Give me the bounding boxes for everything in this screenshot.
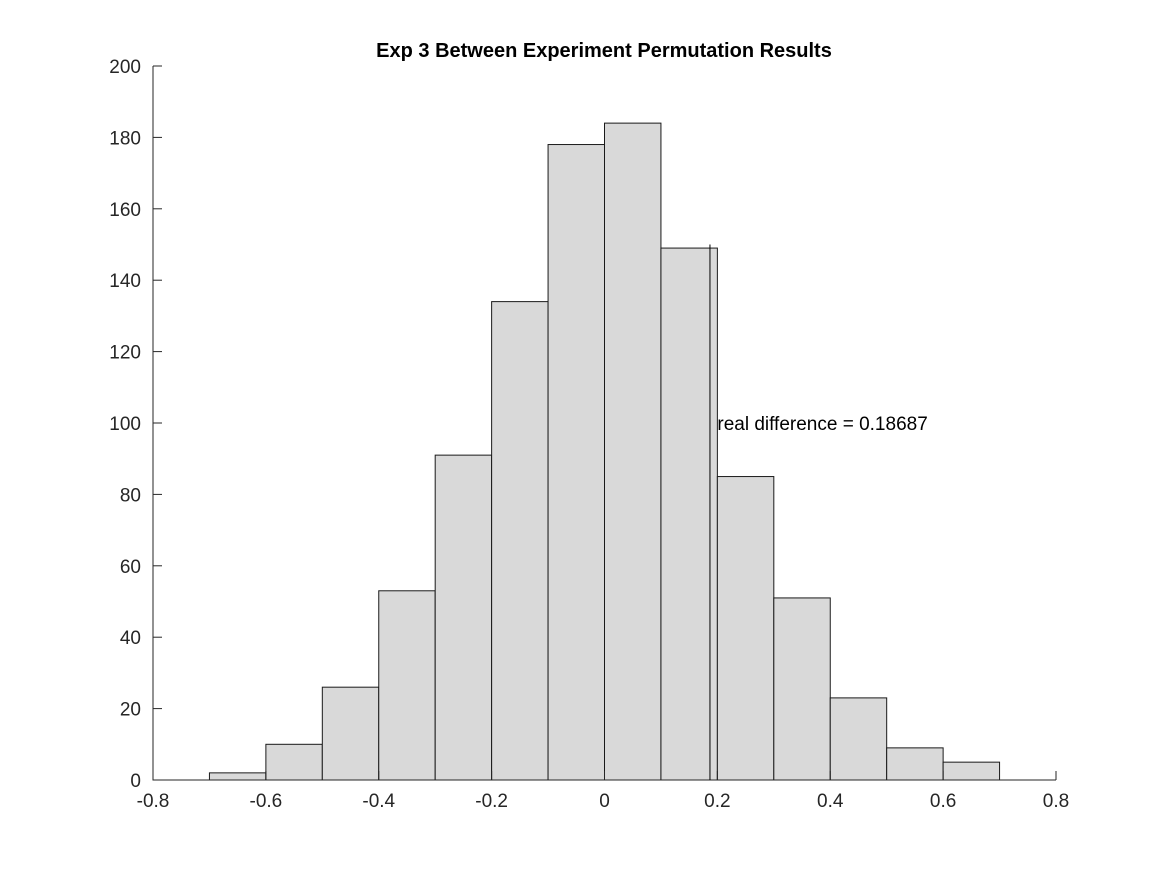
y-tick-label: 20 [120, 700, 141, 721]
chart-title: Exp 3 Between Experiment Permutation Res… [376, 40, 832, 62]
histogram-bar [434, 454, 493, 781]
histogram-bar [208, 772, 267, 781]
histogram-bar [773, 597, 831, 781]
histogram-bar [321, 686, 380, 781]
x-tick-label: -0.6 [250, 791, 283, 812]
histogram-bar [942, 761, 1001, 781]
y-tick-label: 140 [109, 271, 141, 292]
y-tick-label: 60 [120, 557, 141, 578]
histogram-bar [604, 122, 662, 781]
bars-layer [208, 122, 1001, 781]
histogram-bar [660, 247, 718, 781]
y-tick-label: 160 [109, 200, 141, 221]
x-tick-label: 0.8 [1043, 791, 1069, 812]
y-tick-label: 100 [109, 414, 141, 435]
y-tick-label: 40 [120, 628, 141, 649]
y-tick-label: 80 [120, 485, 141, 506]
histogram-bar [265, 743, 323, 781]
histogram-bar [491, 301, 549, 781]
histogram-bar [716, 476, 775, 781]
y-tick-label: 0 [130, 771, 141, 792]
histogram-bar [829, 697, 888, 781]
x-tick-label: 0.6 [930, 791, 956, 812]
x-tick-label: -0.4 [362, 791, 395, 812]
histogram-bar [547, 144, 605, 781]
histogram-bar [378, 590, 436, 781]
x-tick-label: 0.4 [817, 791, 844, 812]
reference-layer: real difference = 0.18687 [709, 244, 928, 780]
y-tick-label: 180 [109, 128, 141, 149]
x-tick-label: -0.2 [475, 791, 508, 812]
x-tick-label: 0 [599, 791, 610, 812]
histogram-bar [886, 747, 944, 781]
y-tick-label: 200 [109, 57, 141, 78]
axes-layer: -0.8 -0.6 -0.4 -0.2 0 0.2 0.4 0.6 0.8 0 20 40 60 80 10… [109, 57, 1069, 812]
y-tick-label: 120 [109, 343, 141, 364]
x-tick-label: -0.8 [137, 791, 170, 812]
x-tick-label: 0.2 [704, 791, 730, 812]
real-difference-annotation: real difference = 0.18687 [717, 414, 927, 435]
